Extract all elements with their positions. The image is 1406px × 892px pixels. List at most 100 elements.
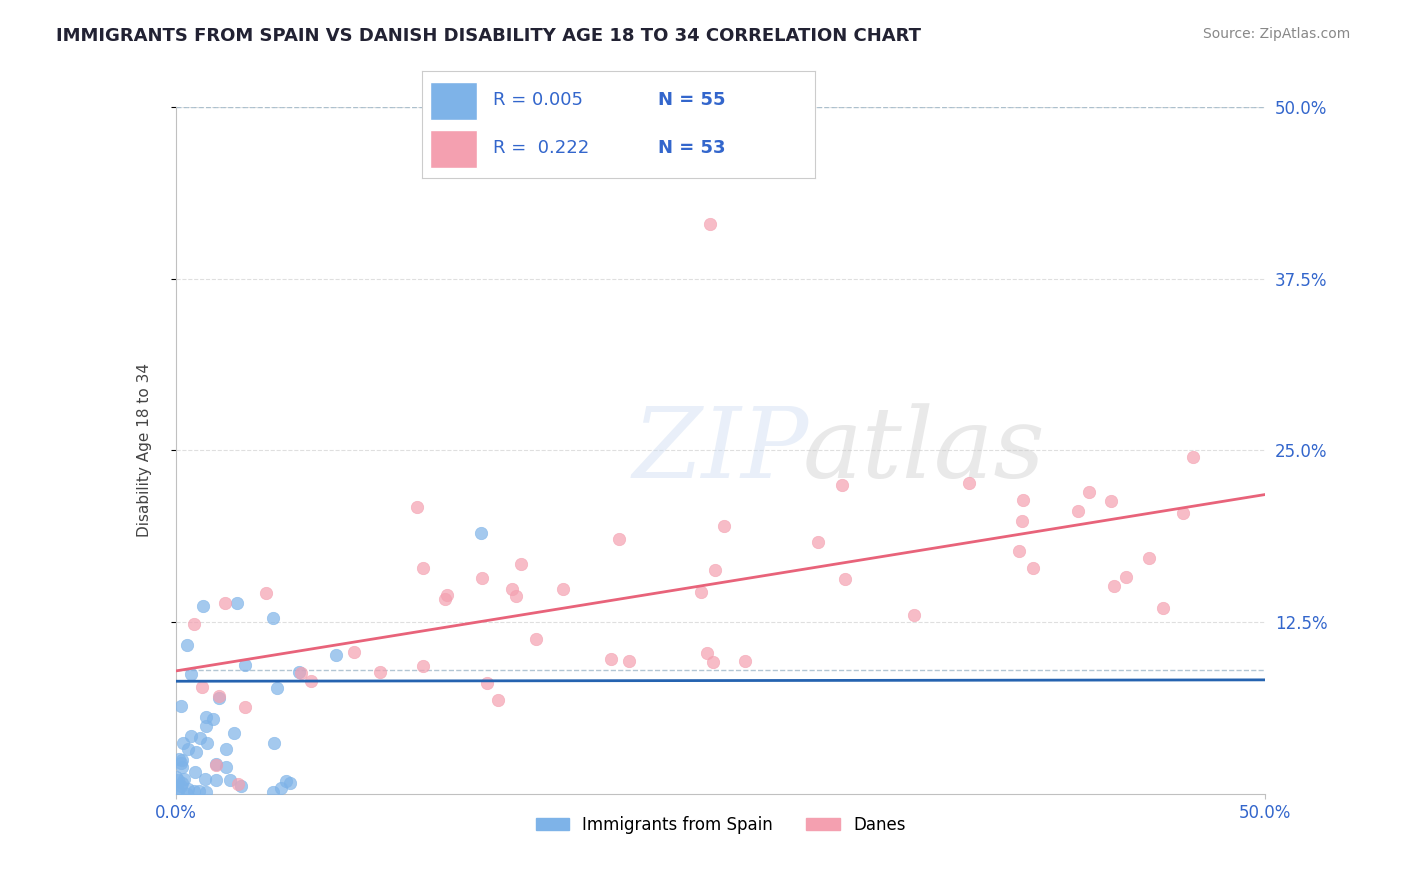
Point (436, 588, 458, 602)
Point (1115, 570, 1137, 584)
Point (505, 589, 527, 603)
Point (1099, 494, 1122, 508)
Point (176, 638, 198, 652)
Point (166, 782, 188, 797)
Point (262, 610, 284, 624)
Point (170, 756, 193, 770)
Point (607, 533, 630, 547)
Point (165, 770, 187, 784)
Text: N = 53: N = 53 (658, 139, 725, 157)
Text: ZIP: ZIP (633, 403, 808, 498)
Point (183, 784, 205, 798)
Point (617, 654, 640, 668)
Point (1137, 550, 1160, 565)
Point (214, 597, 236, 611)
Point (207, 689, 229, 703)
Point (180, 729, 202, 743)
Point (166, 783, 188, 797)
Point (510, 557, 533, 571)
Point (173, 772, 195, 786)
Point (226, 596, 249, 610)
Point (226, 776, 249, 790)
Point (831, 478, 853, 492)
Point (195, 736, 218, 750)
Point (412, 659, 434, 673)
Point (501, 582, 523, 596)
Point (551, 582, 574, 596)
Point (368, 665, 391, 679)
Point (299, 673, 322, 688)
FancyBboxPatch shape (430, 82, 477, 120)
Point (170, 699, 193, 714)
Point (412, 560, 434, 574)
Point (270, 780, 292, 795)
Point (194, 772, 217, 786)
Point (170, 753, 193, 767)
Text: R =  0.222: R = 0.222 (492, 139, 589, 157)
Point (690, 584, 713, 599)
Point (1011, 514, 1033, 528)
Point (1012, 492, 1035, 507)
Point (191, 680, 214, 694)
Point (903, 608, 925, 623)
Point (1066, 504, 1088, 518)
Point (834, 572, 856, 586)
Point (1102, 579, 1125, 593)
Point (202, 712, 225, 726)
Point (180, 667, 202, 681)
Point (713, 519, 735, 533)
Point (208, 690, 231, 705)
Point (342, 645, 364, 659)
Point (734, 655, 756, 669)
Point (176, 787, 198, 801)
Point (233, 657, 256, 672)
Text: atlas: atlas (803, 403, 1045, 498)
Point (191, 599, 214, 613)
Point (167, 773, 190, 788)
Point (172, 760, 194, 774)
Text: R = 0.005: R = 0.005 (492, 91, 582, 109)
Text: Source: ZipAtlas.com: Source: ZipAtlas.com (1202, 27, 1350, 41)
Point (287, 665, 309, 679)
Point (263, 736, 285, 750)
Point (188, 784, 211, 798)
Point (195, 718, 218, 732)
Point (405, 500, 427, 514)
Point (1007, 543, 1029, 558)
Point (696, 646, 718, 660)
Point (470, 571, 492, 585)
Point (233, 699, 256, 714)
Point (176, 781, 198, 796)
Point (699, 217, 721, 231)
Point (231, 780, 253, 794)
Point (204, 757, 226, 772)
Point (475, 676, 498, 690)
Point (702, 656, 724, 670)
Point (205, 773, 228, 788)
Point (184, 745, 207, 759)
Point (218, 773, 240, 788)
Point (290, 666, 312, 681)
Point (172, 736, 194, 750)
Point (957, 475, 980, 490)
Point (470, 525, 492, 540)
Point (433, 592, 456, 607)
Point (325, 648, 347, 662)
FancyBboxPatch shape (430, 130, 477, 168)
Point (194, 709, 217, 723)
Point (215, 742, 238, 756)
Point (704, 563, 727, 577)
Point (1022, 561, 1045, 575)
Point (176, 742, 198, 756)
Point (215, 760, 238, 774)
Point (262, 784, 284, 798)
Point (274, 774, 297, 789)
Point (188, 731, 211, 746)
Point (183, 616, 205, 631)
Y-axis label: Disability Age 18 to 34: Disability Age 18 to 34 (138, 363, 152, 538)
Point (524, 632, 547, 646)
Point (1077, 485, 1099, 500)
Point (1152, 600, 1174, 615)
Point (1181, 450, 1204, 464)
Point (224, 726, 246, 740)
